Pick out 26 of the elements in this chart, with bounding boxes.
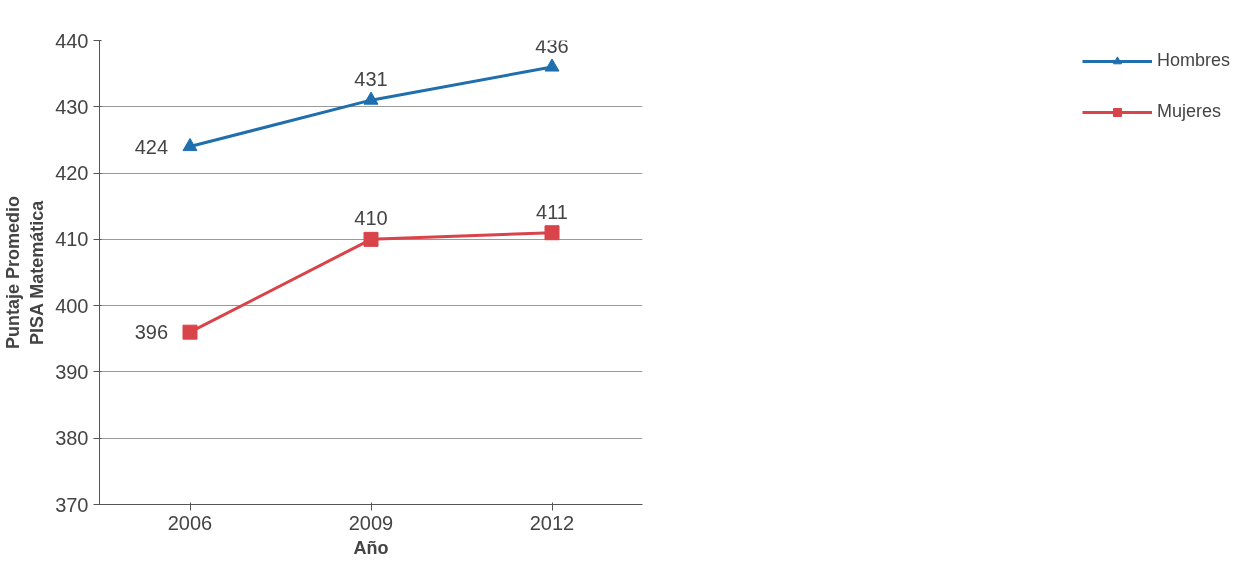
- x-tick-label: 2012: [529, 511, 575, 534]
- data-label: 411: [536, 200, 568, 223]
- data-label: 424: [134, 135, 169, 158]
- legend-label: Mujeres: [1156, 101, 1221, 122]
- y-tick-label: 400: [55, 294, 89, 317]
- y-tick-label: 440: [55, 29, 89, 52]
- point: [544, 58, 560, 72]
- x-axis-title: Año: [353, 537, 389, 558]
- point: [182, 324, 198, 340]
- y-tick-label: 410: [55, 228, 89, 251]
- data-label: 396: [134, 321, 169, 344]
- x-tick-label: 2006: [167, 511, 213, 534]
- y-axis-title: Puntaje Promedio PISA Matemática: [3, 195, 48, 350]
- y-tick-label: 430: [55, 95, 89, 118]
- y-tick-label: 390: [55, 360, 89, 383]
- y-tick-label: 380: [55, 427, 89, 450]
- point: [544, 225, 560, 241]
- legend-label: Hombres: [1156, 50, 1230, 71]
- point: [363, 91, 379, 105]
- y-tick-label: 370: [55, 493, 89, 516]
- y-tick-label: 420: [55, 162, 89, 185]
- data-label: 410: [354, 207, 388, 230]
- x-tick-label: 2009: [348, 511, 394, 534]
- point: [363, 231, 379, 247]
- point: [182, 137, 198, 152]
- data-label: 431: [354, 68, 388, 91]
